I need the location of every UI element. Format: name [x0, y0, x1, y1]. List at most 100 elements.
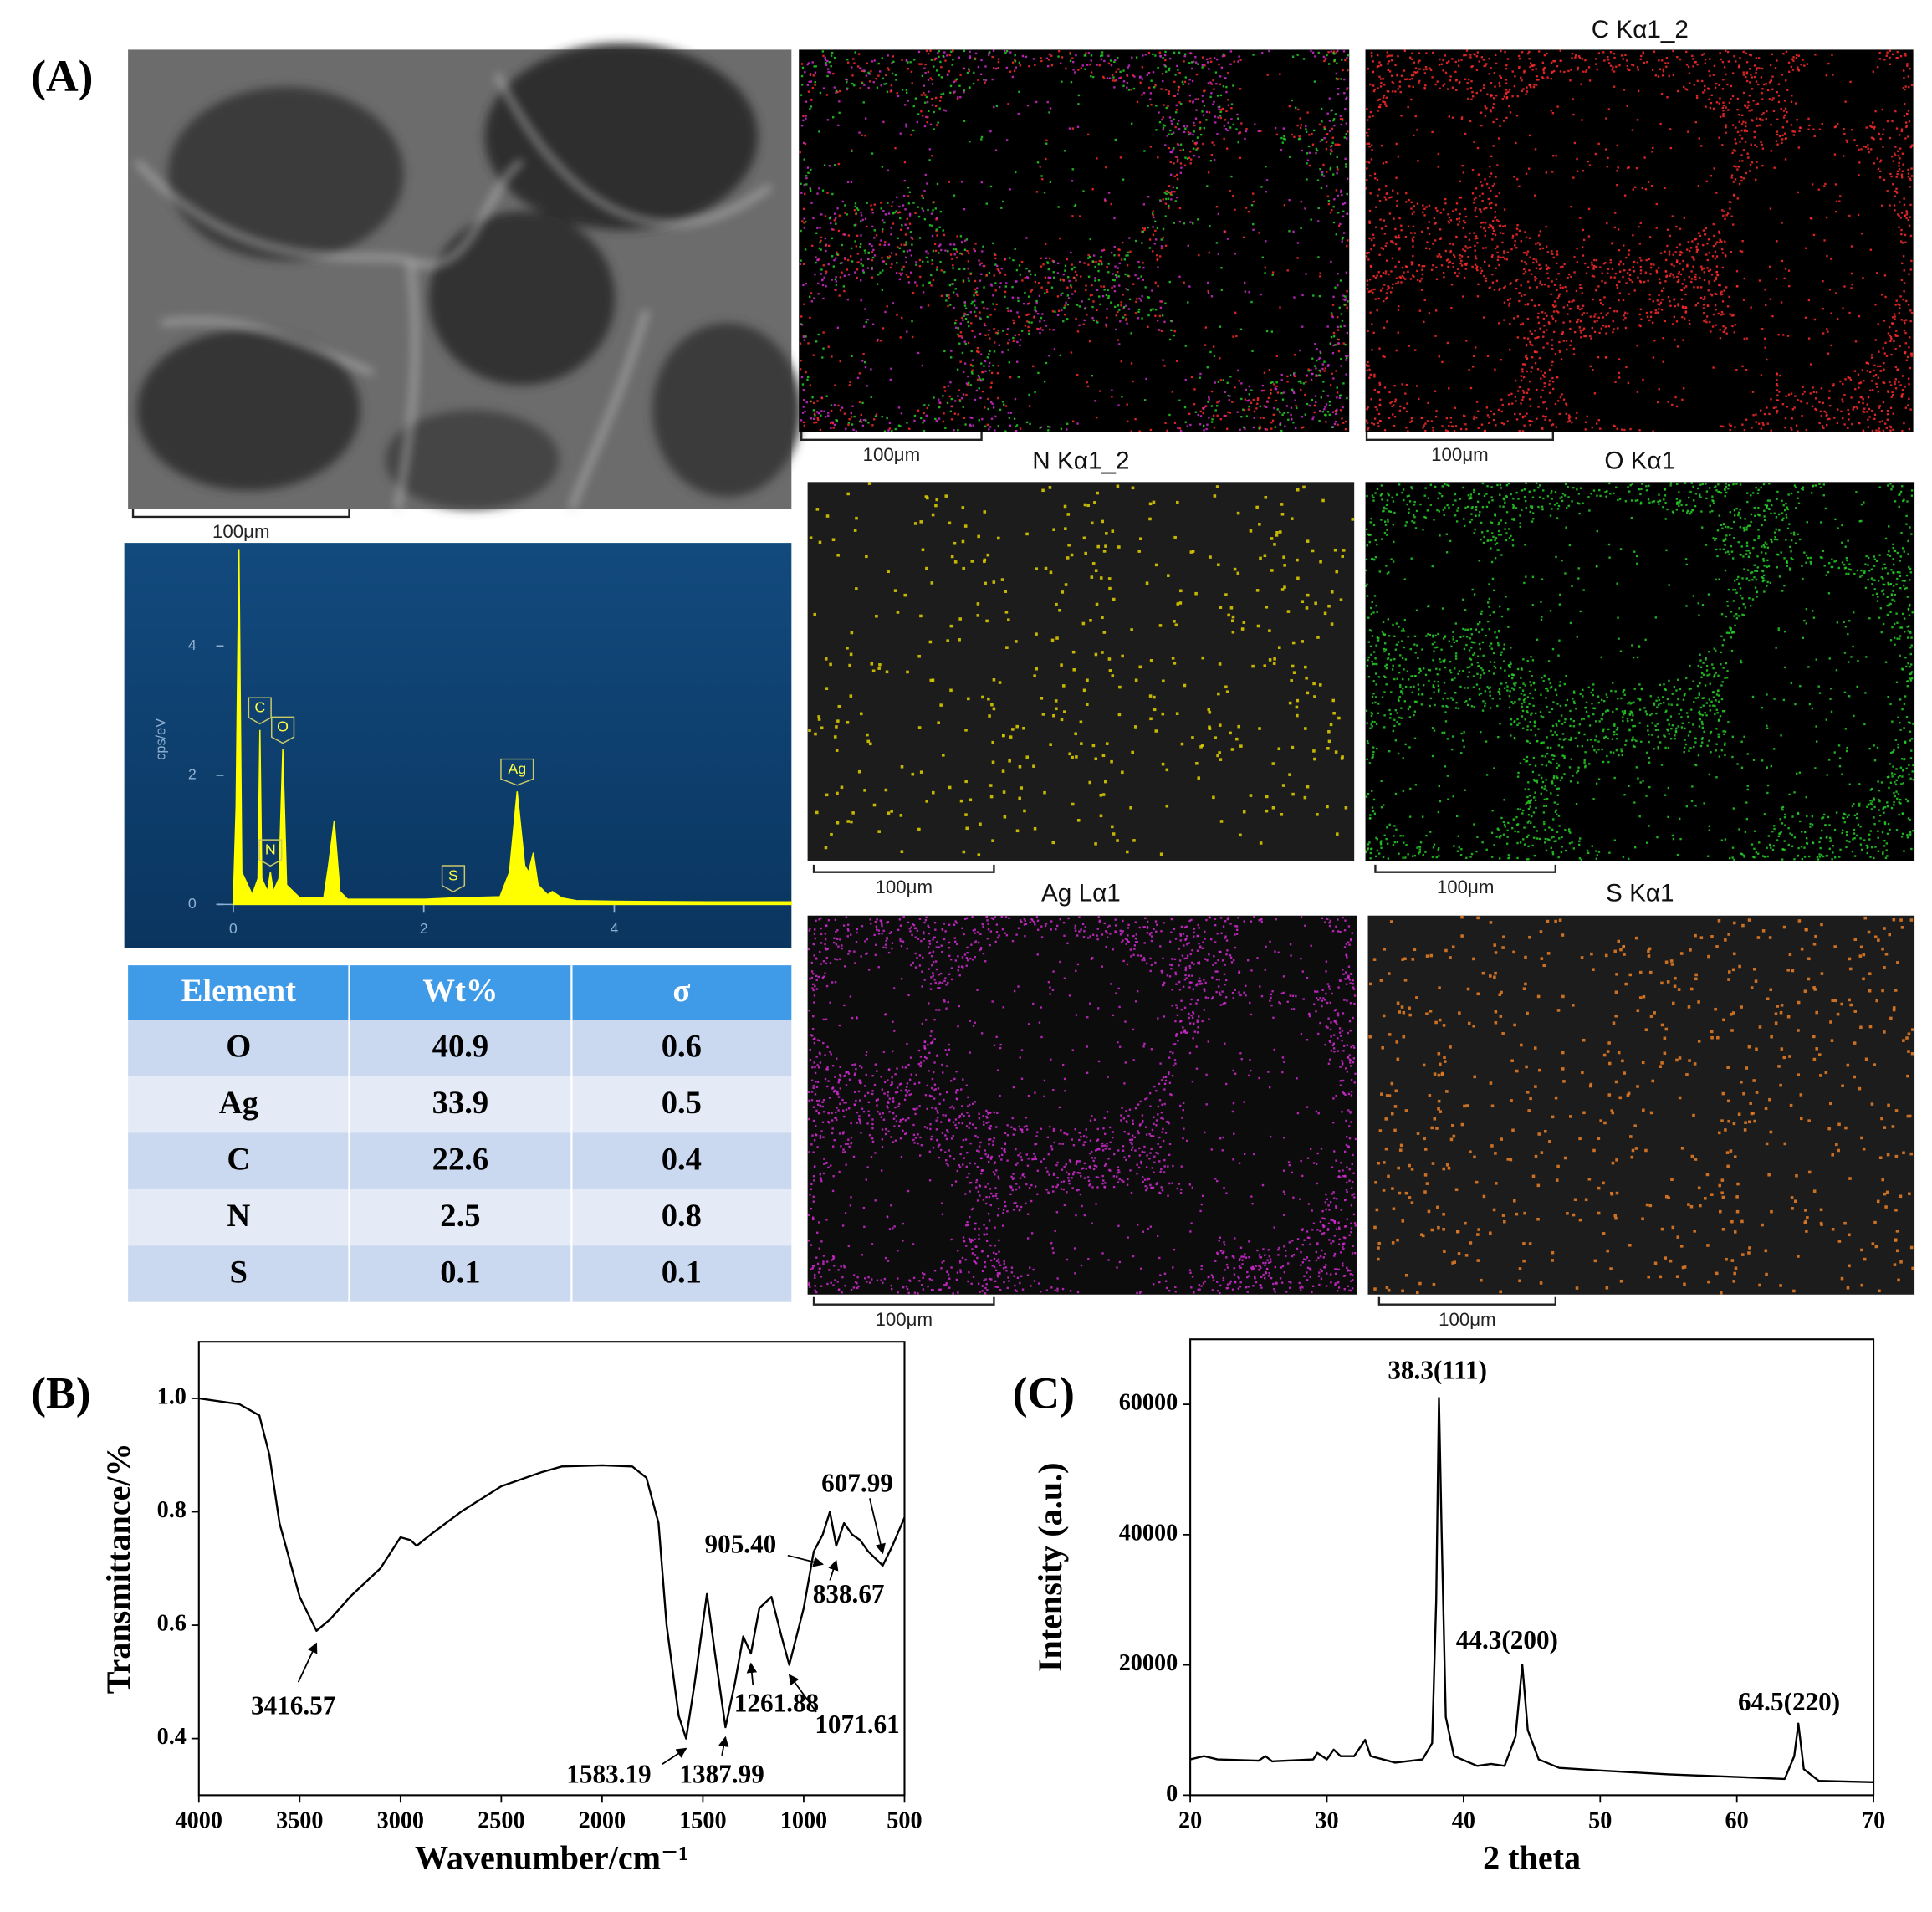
map-dot: [810, 292, 813, 294]
map-dot: [1670, 263, 1673, 266]
map-dot: [1305, 381, 1307, 383]
map-dot: [1637, 69, 1639, 71]
map-dot: [1418, 309, 1421, 312]
map-dot: [1730, 314, 1734, 317]
map-dot: [1170, 329, 1173, 332]
map-dot: [1624, 326, 1628, 330]
map-dot: [845, 427, 847, 430]
map-dot: [1867, 426, 1870, 428]
map-dot: [1771, 53, 1773, 56]
map-dot: [1854, 388, 1857, 391]
map-dot: [1642, 52, 1645, 55]
map-dot: [1903, 197, 1905, 200]
map-dot: [1576, 247, 1578, 250]
map-dot: [1742, 120, 1745, 123]
map-dot: [978, 419, 980, 422]
map-dot: [1861, 369, 1864, 371]
map-dot: [824, 59, 827, 61]
map-dot: [862, 271, 865, 274]
map-dot: [1332, 50, 1336, 53]
map-dot: [1618, 64, 1621, 67]
map-dot: [1411, 237, 1414, 240]
map-dot: [1874, 339, 1877, 341]
map-dot: [1400, 229, 1403, 232]
map-dot: [1679, 253, 1682, 256]
map-dot: [1495, 279, 1499, 283]
map-dot: [1669, 274, 1671, 278]
map-dot: [1862, 430, 1865, 432]
map-dot: [1409, 278, 1413, 280]
map-dot: [969, 384, 972, 386]
map-dot: [1908, 346, 1910, 349]
map-dot: [1195, 141, 1198, 145]
map-dot: [951, 64, 953, 66]
map-dot: [1041, 178, 1044, 181]
map-dot: [1514, 379, 1517, 382]
map-dot: [1757, 83, 1760, 86]
map-dot: [1848, 412, 1850, 416]
map-dot: [1695, 248, 1699, 251]
map-dot: [1284, 138, 1286, 141]
map-dot: [1344, 343, 1347, 346]
map-dot: [1258, 232, 1260, 234]
map-dot: [1343, 78, 1346, 81]
map-dot: [1597, 52, 1601, 54]
map-dot: [1347, 130, 1349, 133]
map-dot: [1499, 74, 1501, 78]
map-dot: [1531, 332, 1533, 335]
map-dot: [901, 59, 903, 61]
map-dot: [1515, 227, 1519, 230]
map-dot: [857, 65, 860, 68]
map-dot: [1122, 305, 1126, 309]
map-dot: [1488, 57, 1490, 60]
map-dot: [983, 264, 986, 268]
map-dot: [1311, 417, 1314, 421]
map-dot: [1196, 147, 1199, 150]
map-dot: [1909, 268, 1912, 271]
map-dot: [1416, 385, 1418, 387]
map-dot: [1682, 339, 1684, 341]
map-dot: [1223, 414, 1225, 417]
map-dot: [1593, 392, 1597, 395]
map-dot: [1551, 344, 1554, 346]
map-dot: [1511, 70, 1514, 73]
map-dot: [1197, 98, 1199, 100]
map-dot: [1481, 199, 1484, 202]
map-dot: [1522, 252, 1526, 254]
map-dot: [1401, 383, 1403, 386]
map-dot: [1151, 212, 1154, 215]
map-dot: [922, 209, 925, 212]
map-dot: [1548, 383, 1551, 386]
map-dot: [1878, 350, 1880, 353]
map-dot: [1879, 170, 1882, 173]
map-dot: [846, 298, 850, 301]
map-dot: [1681, 305, 1684, 308]
map-dot: [1909, 336, 1911, 339]
map-dot: [1207, 291, 1210, 294]
map-dot: [1496, 251, 1499, 254]
map-dot: [1377, 412, 1381, 416]
map-dot: [1694, 238, 1698, 240]
map-dot: [905, 125, 907, 128]
map-dot: [1057, 262, 1060, 265]
map-dot: [1195, 73, 1199, 76]
map-dot: [1830, 258, 1832, 260]
map-dot: [1068, 127, 1071, 130]
map-dot: [953, 279, 957, 282]
map-dot: [1437, 152, 1440, 156]
map-dot: [1531, 64, 1533, 67]
map-dot: [1797, 66, 1799, 69]
map-dot: [856, 376, 860, 380]
map-dot: [959, 235, 963, 238]
map-dot: [1715, 82, 1718, 85]
map-dot: [872, 80, 875, 84]
map-dot: [1292, 373, 1296, 376]
map-dot: [964, 313, 967, 316]
map-dot: [937, 52, 939, 54]
map-dot: [1748, 68, 1751, 70]
map-dot: [851, 416, 853, 418]
map-dot: [1473, 141, 1475, 143]
map-dot: [1393, 404, 1395, 406]
map-dot: [1293, 296, 1296, 299]
map-dot: [1379, 85, 1383, 88]
